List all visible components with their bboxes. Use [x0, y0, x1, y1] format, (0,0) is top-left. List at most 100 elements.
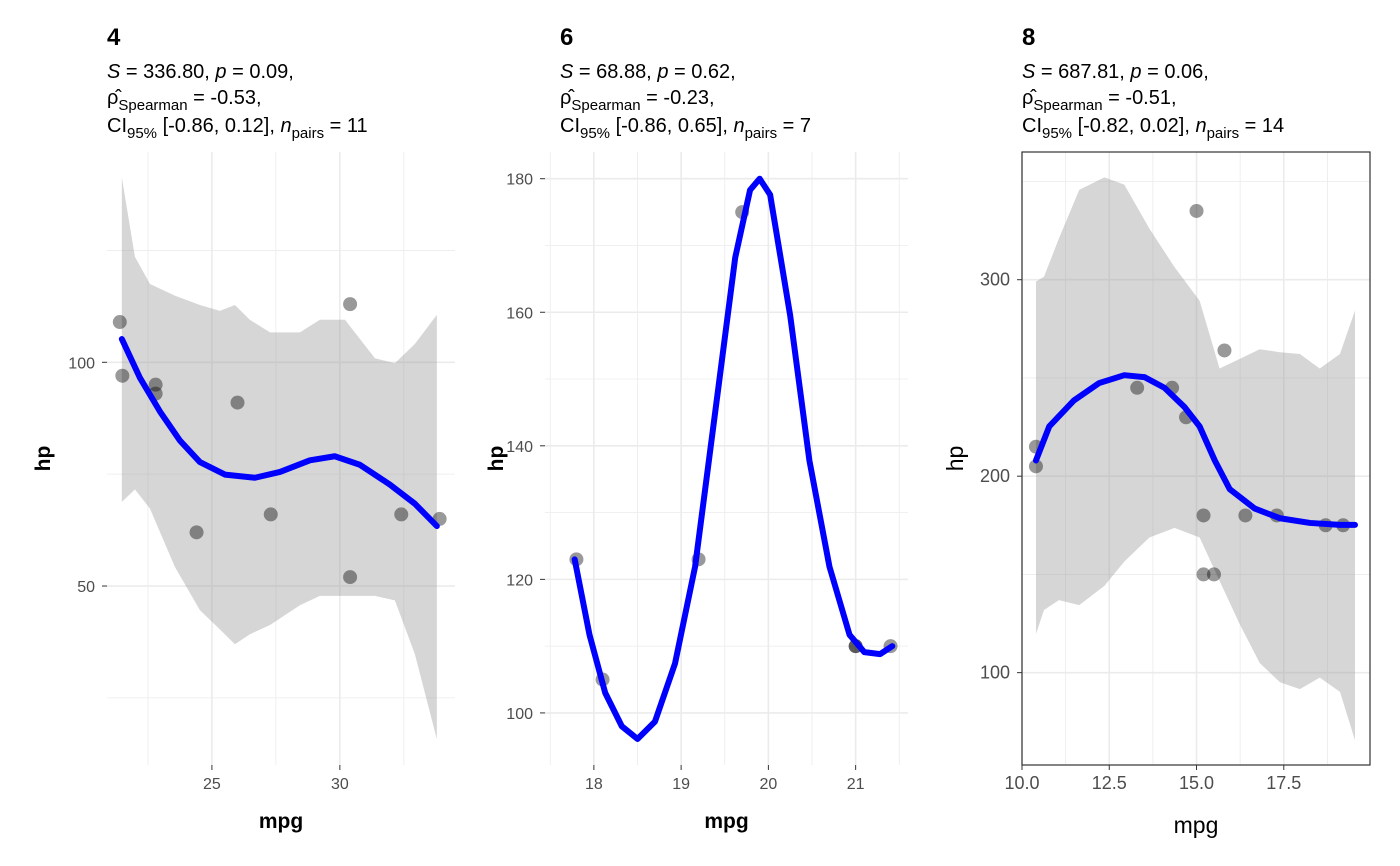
panel-4: 4 S = 336.80, p = 0.09, ρ̂Spearman = -0.53… [32, 24, 455, 833]
data-point [343, 570, 358, 585]
panel-subtitle-line: S = 687.81, p = 0.06, [1022, 61, 1209, 83]
subtitle-part: CI [107, 115, 127, 137]
x-axis-title: mpg [259, 810, 303, 833]
subtitle-part: pairs [745, 125, 778, 142]
panel-title: 4 [107, 24, 121, 51]
subtitle-part: [-0.82, 0.02], [1072, 115, 1195, 137]
subtitle-part: p [214, 61, 226, 83]
y-tick-label: 200 [980, 466, 1010, 486]
panel-subtitle-line: ρ̂Spearman = -0.51, [1022, 87, 1177, 114]
data-point [1196, 508, 1211, 523]
subtitle-part: = 14 [1239, 115, 1284, 137]
data-point [148, 377, 163, 392]
y-axis-title: hp [32, 446, 55, 472]
data-point [394, 507, 409, 522]
subtitle-part: = 0.62, [668, 61, 735, 83]
x-tick-label: 30 [331, 776, 349, 793]
smooth-line [571, 175, 896, 742]
subtitle-part: S [560, 61, 574, 83]
subtitle-part: Spearman [1033, 97, 1102, 114]
data-point [230, 395, 245, 410]
data-point [1238, 508, 1253, 523]
data-point [115, 368, 130, 383]
y-tick-label: 180 [506, 172, 533, 189]
panel-8: 8 S = 687.81, p = 0.06, ρ̂Spearman = -0.51… [942, 24, 1371, 838]
panel-subtitle-line: CI95% [-0.86, 0.12], npairs = 11 [107, 115, 368, 142]
x-tick-label: 12.5 [1092, 773, 1127, 793]
y-tick-label: 160 [506, 305, 533, 322]
panel-subtitle-line: CI95% [-0.82, 0.02], npairs = 14 [1022, 115, 1284, 142]
subtitle-part: p [1129, 61, 1141, 83]
y-axis-title: hp [485, 446, 508, 472]
panel-6: 6 S = 68.88, p = 0.62, ρ̂Spearman = -0.23,… [485, 24, 908, 833]
subtitle-part: S [1022, 61, 1036, 83]
subtitle-part: n [1195, 115, 1206, 137]
data-point [263, 507, 278, 522]
subtitle-part: [-0.86, 0.65], [610, 115, 733, 137]
data-point [1217, 343, 1232, 358]
panel-subtitle-line: CI95% [-0.86, 0.65], npairs = 7 [560, 115, 811, 142]
y-tick-label: 140 [506, 439, 533, 456]
subtitle-part: pairs [292, 125, 325, 142]
subtitle-part: 95% [1042, 125, 1072, 142]
subtitle-part: pairs [1207, 125, 1240, 142]
subtitle-part: = 68.88, [573, 61, 657, 83]
subtitle-part: Spearman [571, 97, 640, 114]
subtitle-part: = 336.80, [120, 61, 215, 83]
subtitle-part: = 11 [324, 115, 368, 137]
subtitle-part: n [733, 115, 744, 137]
panel-subtitle-line: ρ̂Spearman = -0.53, [107, 87, 262, 114]
y-tick-label: 50 [77, 579, 95, 596]
x-axis-title: mpg [704, 810, 748, 833]
y-tick-label: 100 [506, 706, 533, 723]
x-axis-title: mpg [1174, 812, 1219, 838]
data-point [1189, 203, 1204, 218]
subtitle-part: Spearman [118, 97, 187, 114]
x-tick-label: 21 [847, 776, 865, 793]
panel-title: 6 [560, 24, 573, 51]
subtitle-part: = 0.06, [1142, 61, 1209, 83]
data-point [1196, 567, 1211, 582]
x-tick-label: 17.5 [1266, 773, 1301, 793]
subtitle-part: CI [560, 115, 580, 137]
subtitle-part: 95% [580, 125, 610, 142]
subtitle-part: = -0.23, [641, 87, 715, 109]
y-tick-label: 120 [506, 572, 533, 589]
x-tick-label: 20 [759, 776, 777, 793]
data-point [343, 297, 358, 312]
data-point [1028, 459, 1043, 474]
subtitle-part: CI [1022, 115, 1042, 137]
subtitle-part: 95% [127, 125, 157, 142]
subtitle-part: S [107, 61, 121, 83]
y-tick-label: 100 [68, 355, 95, 372]
data-point [1130, 380, 1145, 395]
x-tick-label: 18 [585, 776, 603, 793]
x-tick-label: 15.0 [1179, 773, 1214, 793]
confidence-ribbon [1035, 177, 1355, 741]
data-point [1206, 567, 1221, 582]
y-axis-title: hp [942, 446, 968, 472]
panel-title: 8 [1022, 24, 1035, 51]
panel-subtitle-line: S = 68.88, p = 0.62, [560, 61, 736, 83]
subtitle-part: = -0.53, [188, 87, 262, 109]
panel-subtitle-line: S = 336.80, p = 0.09, [107, 61, 294, 83]
subtitle-part: = -0.51, [1103, 87, 1177, 109]
confidence-ribbon [121, 177, 437, 740]
subtitle-part: = 0.09, [227, 61, 294, 83]
subtitle-part: n [280, 115, 291, 137]
smooth-line [118, 336, 440, 530]
subtitle-part: p [656, 61, 668, 83]
x-tick-label: 25 [203, 776, 221, 793]
subtitle-part: = 687.81, [1035, 61, 1130, 83]
subtitle-part: [-0.86, 0.12], [157, 115, 280, 137]
panel-border [1021, 151, 1371, 766]
data-point [112, 315, 127, 330]
subtitle-part: = 7 [777, 115, 811, 137]
x-tick-label: 19 [672, 776, 690, 793]
panel-subtitle-line: ρ̂Spearman = -0.23, [560, 87, 715, 114]
y-tick-label: 300 [980, 270, 1010, 290]
y-tick-label: 100 [980, 663, 1010, 683]
x-tick-label: 10.0 [1004, 773, 1039, 793]
smooth-line [1032, 372, 1358, 528]
